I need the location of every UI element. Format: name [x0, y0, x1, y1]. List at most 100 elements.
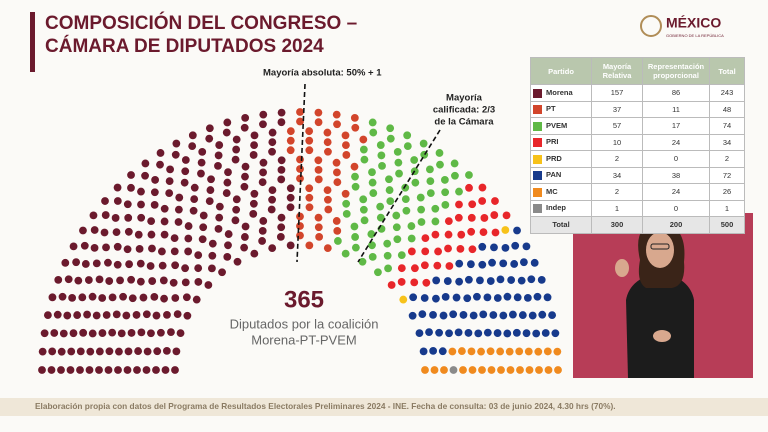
seat [152, 366, 160, 374]
seat [524, 347, 533, 356]
seat [397, 278, 406, 286]
seat [342, 209, 351, 218]
seat [47, 366, 56, 374]
seat [399, 295, 408, 304]
seat [277, 165, 286, 174]
seat [451, 171, 459, 180]
seat [194, 264, 203, 273]
seat [296, 155, 304, 164]
seat [438, 347, 447, 356]
seat [341, 249, 350, 258]
value-cell: 2 [591, 183, 643, 201]
seat [102, 311, 111, 319]
seat [286, 193, 295, 202]
seat [197, 169, 205, 178]
seat [78, 293, 87, 302]
seat [332, 217, 341, 225]
seat [419, 139, 428, 148]
seat [410, 278, 419, 287]
seat [240, 182, 249, 191]
seat [359, 205, 368, 214]
seat [441, 292, 450, 301]
total-cell: 300 [591, 216, 643, 234]
seat [57, 366, 65, 374]
value-cell: 38 [642, 166, 710, 184]
seat [305, 127, 314, 136]
seat [468, 366, 477, 374]
seat [528, 311, 537, 320]
parliament [38, 108, 562, 374]
seat [241, 113, 250, 122]
seat [386, 134, 395, 143]
seat [125, 260, 134, 269]
seat [148, 244, 156, 253]
seat [98, 294, 107, 302]
total-label: Total [530, 216, 592, 234]
seat [147, 329, 155, 338]
seat [160, 217, 169, 226]
seat [544, 366, 553, 374]
seat [170, 247, 179, 256]
seat [305, 146, 314, 155]
seat [258, 178, 267, 187]
seat [342, 141, 350, 150]
seat [473, 292, 481, 301]
seat [249, 151, 258, 159]
seat [490, 243, 498, 252]
cell-text: 1 [614, 203, 620, 213]
seat [468, 245, 477, 254]
seat [420, 261, 429, 270]
interpreter [573, 213, 753, 378]
seat [222, 189, 231, 197]
seat [459, 366, 467, 374]
seat [286, 127, 295, 136]
seat [491, 228, 500, 237]
seat [457, 347, 466, 355]
seat [61, 258, 70, 267]
value-cell: 57 [591, 117, 643, 135]
seat [268, 195, 276, 204]
party-cell: PVEM [530, 117, 592, 135]
seat [490, 211, 499, 219]
seat [478, 366, 486, 374]
seat [214, 224, 223, 233]
cell-text: 86 [671, 88, 681, 98]
seat [515, 347, 524, 356]
seat [513, 226, 521, 235]
seat [113, 260, 122, 269]
seat [142, 366, 151, 374]
seat [208, 251, 217, 260]
seat [58, 292, 67, 301]
seat [522, 242, 531, 251]
seat [333, 237, 342, 245]
seat [477, 347, 485, 356]
seat [543, 293, 552, 302]
seat [305, 136, 314, 145]
value-cell: 74 [709, 117, 745, 135]
seat [394, 158, 403, 167]
seat [448, 347, 457, 356]
seat [422, 278, 431, 287]
seat [538, 310, 547, 319]
seat [259, 120, 267, 129]
seat [223, 178, 232, 187]
seat [305, 184, 314, 193]
seat [305, 193, 314, 202]
seat [314, 108, 323, 117]
seat [533, 292, 542, 301]
seat [215, 213, 224, 222]
seat-table: Partido Mayoría Relativa Representación pr… [530, 57, 745, 234]
seat [383, 239, 392, 248]
legend-swatch [533, 204, 542, 213]
party-row: PRD 2 0 2 [530, 150, 745, 168]
value-cell: 24 [642, 133, 710, 151]
seat [127, 329, 136, 337]
seat [429, 310, 437, 319]
seat [208, 264, 216, 273]
seat [465, 171, 473, 179]
seat [513, 293, 522, 302]
party-seats [38, 108, 295, 374]
seat [449, 310, 458, 319]
seat [434, 247, 442, 256]
seat [407, 234, 416, 243]
